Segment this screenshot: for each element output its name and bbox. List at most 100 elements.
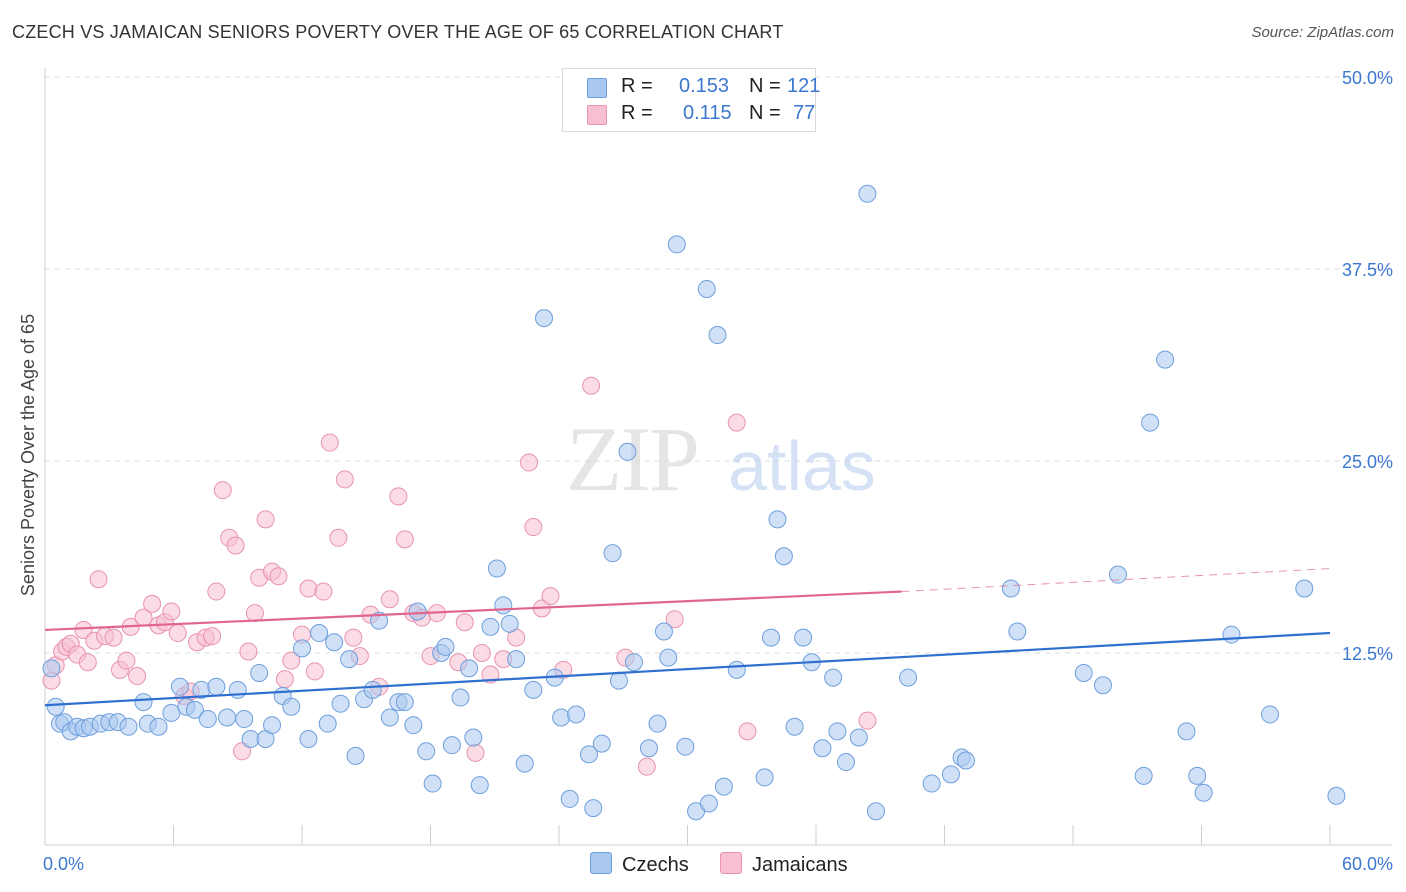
jamaican-point [314, 582, 333, 601]
czech-point [609, 671, 628, 690]
jamaican-trend-extension [901, 568, 1331, 593]
y-tick-label: 25.0% [1342, 452, 1393, 472]
czech-point [442, 736, 461, 755]
czech-point [464, 728, 483, 747]
czech-point [584, 799, 603, 818]
jamaican-point [320, 433, 339, 452]
czech-point [714, 777, 733, 796]
czech-point [408, 602, 427, 621]
czech-point [417, 742, 436, 761]
czech-point [956, 751, 975, 770]
czech-point [318, 714, 337, 733]
czech-point [198, 710, 217, 729]
czech-point [241, 730, 260, 749]
czech-point [282, 697, 301, 716]
jamaican-point [275, 670, 294, 689]
chart-title: CZECH VS JAMAICAN SENIORS POVERTY OVER T… [12, 22, 784, 42]
jamaican-n-label: N = [749, 102, 781, 124]
jamaican-point [305, 662, 324, 681]
czech-point [1093, 676, 1112, 695]
jamaican-point [582, 376, 601, 395]
tick-labels: 12.5% 25.0% 37.5% 50.0% 0.0% 60.0% [43, 68, 1393, 874]
czech-point [185, 700, 204, 719]
czech-point [162, 703, 181, 722]
axes [44, 68, 1392, 846]
czech-point [708, 326, 727, 345]
czech-point [207, 677, 226, 696]
czech-point [697, 279, 716, 298]
jamaican-point [245, 604, 264, 623]
jamaican-point [481, 665, 500, 684]
czech-point [460, 659, 479, 678]
czech-point [592, 734, 611, 753]
czech-point [346, 746, 365, 765]
czech-point [363, 680, 382, 699]
jamaican-swatch [587, 105, 607, 125]
czech-point [235, 710, 254, 729]
jamaican-point [233, 742, 252, 761]
czech-point [603, 544, 622, 563]
jamaican-point [524, 518, 543, 537]
jamaican-point [226, 536, 245, 555]
czech-point [560, 789, 579, 808]
czech-point [676, 737, 695, 756]
czech-point [218, 708, 237, 727]
jamaican-r-label: R = [621, 102, 653, 124]
jamaican-point [395, 530, 414, 549]
legend-row-jamaicans: R = 0.115 N = 77 [587, 102, 817, 126]
czech-point [836, 753, 855, 772]
czech-point [794, 628, 813, 647]
czech-point [535, 309, 554, 328]
jamaican-point [168, 624, 187, 643]
czech-point [1156, 350, 1175, 369]
jamaican-point [128, 667, 147, 686]
czech-point [500, 614, 519, 633]
czech-point [1188, 766, 1207, 785]
czech-point [579, 745, 598, 764]
czech-legend-swatch [590, 852, 612, 874]
czech-point [667, 235, 686, 254]
czech-points [42, 184, 1346, 821]
legend-row-czechs: R = 0.153 N = 121 [587, 75, 820, 99]
correlation-legend: R = 0.153 N = 121 R = 0.115 N = 77 [562, 68, 820, 132]
y-tick-label: 37.5% [1342, 260, 1393, 280]
czech-point [899, 668, 918, 687]
czech-point [149, 717, 168, 736]
czech-point [404, 716, 423, 735]
jamaican-point [344, 628, 363, 647]
czech-point [515, 754, 534, 773]
czech-point [1001, 579, 1020, 598]
czech-point [1177, 722, 1196, 741]
czech-point [293, 639, 311, 658]
jamaican-point [239, 642, 258, 661]
czech-point [858, 184, 877, 203]
jamaican-point [213, 481, 232, 500]
czech-point [325, 633, 344, 652]
czech-point [451, 688, 470, 707]
czech-point [487, 559, 506, 578]
czech-point [849, 728, 868, 747]
czech-point [785, 717, 804, 736]
czech-r-label: R = [621, 75, 653, 97]
jamaican-point [389, 487, 408, 506]
jamaican-n-value: 77 [793, 102, 816, 124]
czech-point [46, 697, 65, 716]
jamaican-point [858, 711, 877, 730]
czech-point [436, 637, 455, 656]
czech-point [567, 705, 586, 724]
y-tick-label: 50.0% [1342, 68, 1393, 88]
czech-point [768, 510, 787, 529]
bottom-legend-jamaicans: Jamaicans [720, 852, 848, 877]
jamaican-point [637, 757, 656, 776]
czech-point [699, 794, 718, 813]
czech-point [299, 730, 318, 749]
jamaican-point [665, 610, 684, 629]
czech-swatch [587, 78, 607, 98]
czech-point [618, 442, 637, 461]
jamaican-legend-swatch [720, 852, 742, 874]
watermark-zip: ZIP [566, 408, 698, 510]
jamaican-point [162, 602, 181, 621]
czech-point [941, 765, 960, 784]
czech-point [524, 680, 543, 699]
